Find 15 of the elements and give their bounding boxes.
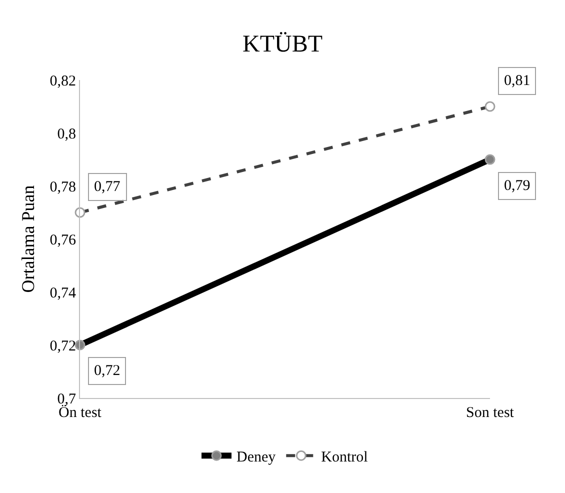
legend-label: Kontrol xyxy=(321,449,368,466)
chart-title: KTÜBT xyxy=(242,31,323,58)
x-tick-label: Son test xyxy=(466,405,515,421)
data-label: 0,77 xyxy=(94,179,121,195)
y-tick-label: 0,82 xyxy=(50,73,76,90)
y-tick-label: 0,72 xyxy=(50,338,76,354)
y-tick-label: 0,8 xyxy=(57,126,76,142)
y-tick-label: 0,74 xyxy=(50,285,76,302)
y-axis-title: Ortalama Puan xyxy=(18,185,38,293)
data-label: 0,81 xyxy=(504,73,530,89)
data-label: 0,79 xyxy=(504,178,530,194)
data-label: 0,72 xyxy=(94,363,120,379)
legend-label: Deney xyxy=(236,449,276,466)
y-tick-label: 0,76 xyxy=(50,232,76,248)
y-tick-label: 0,78 xyxy=(50,179,76,196)
